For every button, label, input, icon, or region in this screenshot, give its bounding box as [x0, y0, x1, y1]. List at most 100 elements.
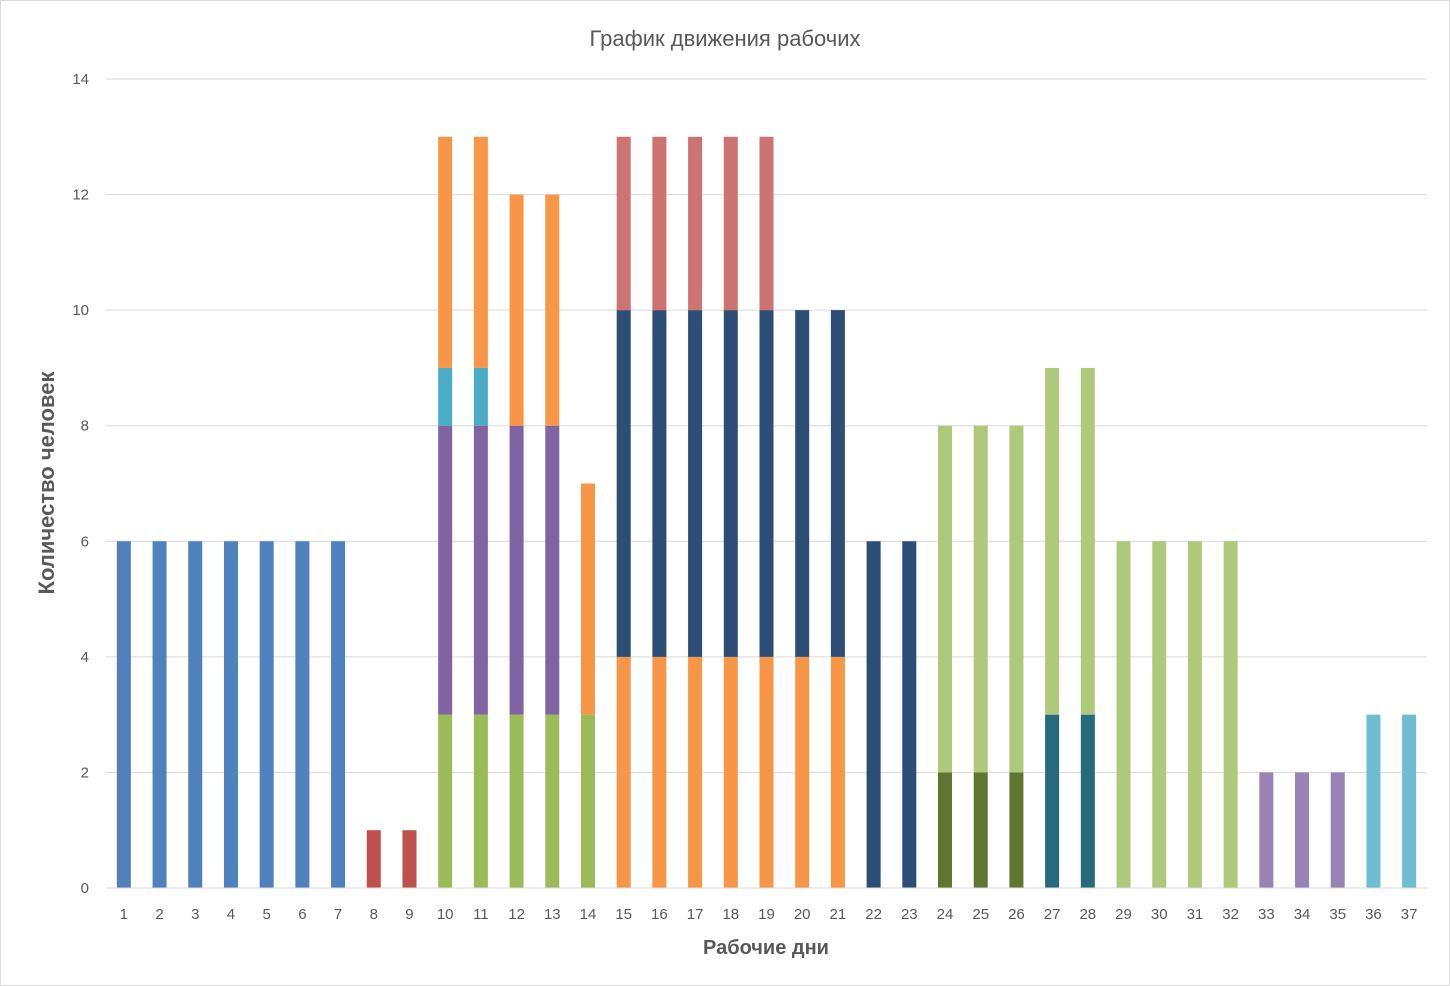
bar-segment: [688, 136, 703, 311]
bar-segment: [580, 483, 595, 715]
bar-segment: [545, 425, 560, 715]
x-tick-label: 28: [1079, 906, 1096, 923]
bar-segment: [866, 541, 881, 888]
x-tick-label: 35: [1329, 906, 1346, 923]
bar-segment: [331, 541, 346, 888]
x-tick-label: 27: [1044, 906, 1061, 923]
bar-segment: [688, 310, 703, 657]
bar-segment: [473, 367, 488, 426]
bar-segment: [616, 136, 631, 311]
bar-segment: [473, 714, 488, 888]
bar-segment: [223, 541, 238, 888]
bar-segment: [1045, 714, 1060, 888]
x-tick-label: 11: [473, 906, 489, 923]
bar-segment: [1116, 541, 1131, 888]
x-tick-label: 30: [1151, 906, 1168, 923]
x-tick-label: 6: [298, 906, 306, 923]
x-tick-label: 20: [794, 906, 811, 923]
x-tick-label: 36: [1365, 906, 1382, 923]
x-tick-label: 23: [901, 906, 918, 923]
x-tick-label: 10: [437, 906, 454, 923]
chart-title: График движения рабочих: [589, 26, 860, 51]
bar-segment: [259, 541, 274, 888]
x-axis-title: Рабочие дни: [703, 937, 829, 959]
y-axis-title: Количество человек: [34, 371, 59, 595]
y-tick-label: 12: [72, 187, 89, 204]
y-tick-label: 4: [81, 649, 89, 666]
y-tick-label: 8: [81, 418, 89, 435]
bar-segment: [688, 656, 703, 888]
bar-segment: [795, 656, 810, 888]
bar-segment: [652, 136, 667, 311]
x-tick-label: 26: [1008, 906, 1025, 923]
bar-segment: [509, 714, 524, 888]
bar-segment: [438, 367, 453, 426]
bar-segment: [973, 772, 988, 888]
x-tick-label: 1: [120, 906, 128, 923]
bar-segment: [580, 714, 595, 888]
bar-segment: [938, 772, 953, 888]
bar-segment: [1187, 541, 1202, 888]
bar-segment: [1330, 772, 1345, 888]
bar-segment: [438, 136, 453, 368]
x-tick-label: 9: [405, 906, 413, 923]
x-tick-label: 7: [334, 906, 342, 923]
bar-segment: [1080, 714, 1095, 888]
bar-segment: [1223, 541, 1238, 888]
x-tick-label: 31: [1187, 906, 1204, 923]
bar-segment: [1402, 714, 1417, 888]
bar-segment: [723, 136, 738, 311]
bar-segment: [723, 656, 738, 888]
bar-segment: [795, 310, 810, 657]
bar-segment: [1366, 714, 1381, 888]
bar-segment: [759, 136, 774, 311]
x-tick-label: 22: [865, 906, 882, 923]
y-tick-label: 6: [81, 533, 89, 550]
y-tick-label: 2: [81, 764, 89, 781]
bar-segment: [616, 310, 631, 657]
x-tick-label: 15: [615, 906, 632, 923]
y-tick-label: 14: [72, 71, 89, 88]
y-tick-label: 10: [72, 302, 89, 319]
bar-segment: [473, 425, 488, 715]
x-tick-label: 14: [580, 906, 597, 923]
x-tick-label: 17: [687, 906, 704, 923]
x-tick-label: 29: [1115, 906, 1132, 923]
bar-segment: [759, 656, 774, 888]
x-tick-label: 4: [227, 906, 235, 923]
bar-segment: [473, 136, 488, 368]
bar-segment: [1009, 425, 1024, 773]
x-tick-label: 2: [155, 906, 163, 923]
bar-segment: [509, 425, 524, 715]
bar-segment: [188, 541, 203, 888]
bar-segment: [438, 714, 453, 888]
bar-segment: [545, 194, 560, 426]
x-tick-label: 21: [830, 906, 847, 923]
x-tick-label: 8: [370, 906, 378, 923]
y-axis-ticks: 0 2 4 6 8 10 12 14: [72, 71, 89, 897]
bar-segment: [1009, 772, 1024, 888]
y-tick-label: 0: [81, 880, 89, 897]
x-axis-ticks: 1 2 3 4 5 6 7 8 9 10 11 12 13 14 15 16 17 18 19 20 21 22 23 24 2…: [120, 906, 1418, 923]
bar-segment: [1259, 772, 1274, 888]
bar-segment: [545, 714, 560, 888]
bar-segment: [438, 425, 453, 715]
x-tick-label: 34: [1294, 906, 1311, 923]
x-tick-label: 19: [758, 906, 775, 923]
bar-segment: [830, 656, 845, 888]
x-tick-label: 3: [191, 906, 199, 923]
x-tick-label: 32: [1222, 906, 1239, 923]
bar-segment: [652, 310, 667, 657]
bars: [116, 136, 1417, 888]
x-tick-label: 13: [544, 906, 561, 923]
bar-segment: [830, 310, 845, 657]
x-tick-label: 37: [1401, 906, 1418, 923]
bar-segment: [366, 830, 381, 888]
bar-segment: [902, 541, 917, 888]
bar-segment: [723, 310, 738, 657]
bar-segment: [1045, 367, 1060, 715]
x-tick-label: 16: [651, 906, 668, 923]
bar-segment: [402, 830, 417, 888]
